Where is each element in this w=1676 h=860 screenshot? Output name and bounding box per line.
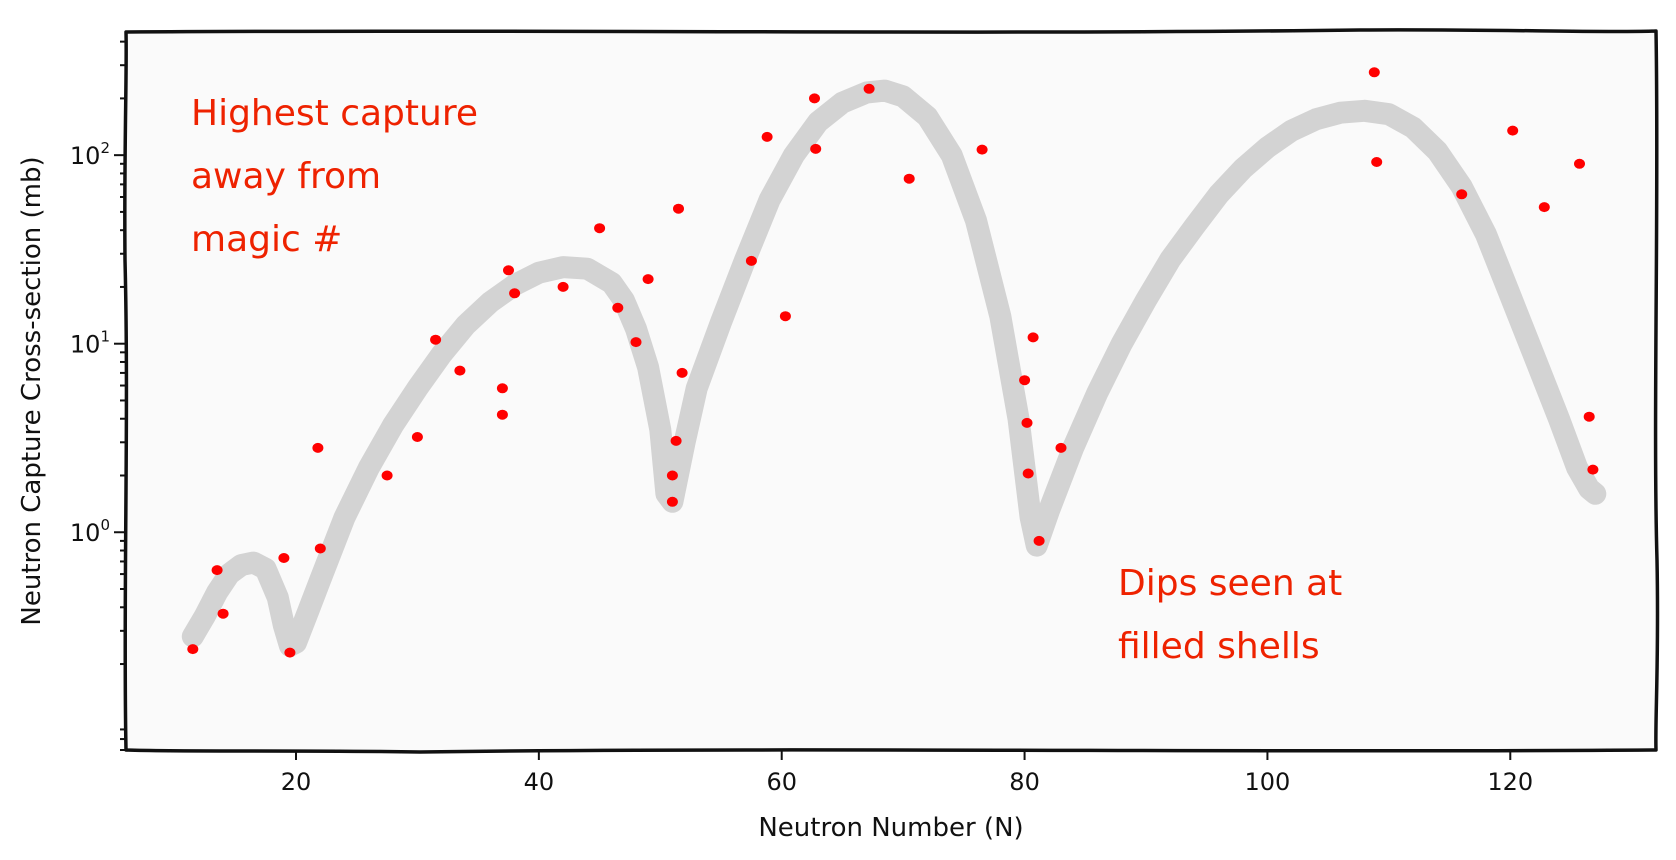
x-tick-label: 100 [1245, 768, 1291, 796]
data-point [630, 337, 642, 348]
data-point [496, 409, 508, 420]
data-point [211, 565, 223, 576]
data-point [430, 334, 442, 345]
data-points-layer [187, 67, 1599, 658]
data-point [1021, 417, 1033, 428]
data-point [810, 143, 822, 154]
annotation-highest-capture-line-3: magic # [191, 219, 342, 260]
data-point [284, 647, 296, 658]
data-point [312, 442, 324, 453]
data-point [496, 383, 508, 394]
data-point [217, 608, 229, 619]
x-tick-label: 40 [524, 768, 555, 796]
data-point [1507, 125, 1519, 136]
y-axis-ticks: 100 101 102 [70, 40, 126, 751]
data-point [761, 131, 773, 142]
y-axis-title: Neutron Capture Cross-section (mb) [17, 156, 47, 625]
data-point [612, 302, 624, 313]
trend-curve [181, 79, 1607, 657]
data-point [278, 553, 290, 563]
data-point [1587, 464, 1599, 475]
data-point [1538, 202, 1550, 213]
x-tick-label: 80 [1009, 768, 1040, 796]
data-point [779, 311, 791, 322]
data-point [594, 223, 606, 234]
annotation-dips-line-1: Dips seen at [1118, 563, 1342, 604]
y-tick-label: 101 [70, 328, 110, 359]
data-point [503, 265, 514, 276]
x-tick-label: 20 [281, 768, 312, 796]
data-point [670, 435, 682, 446]
data-point [381, 470, 393, 481]
data-point [666, 470, 678, 481]
data-point [1368, 67, 1380, 78]
data-point [1022, 468, 1034, 479]
data-point [557, 281, 569, 292]
data-point [411, 432, 423, 442]
x-axis-title: Neutron Number (N) [758, 813, 1023, 843]
data-point [1371, 157, 1383, 167]
x-tick-label: 60 [766, 768, 797, 796]
data-point [1583, 411, 1595, 422]
data-point [863, 83, 875, 94]
x-axis-ticks: 20 40 60 80 100 120 [281, 750, 1533, 796]
data-point [745, 255, 757, 266]
x-tick-label: 120 [1487, 768, 1533, 796]
data-point [187, 644, 199, 655]
data-point [454, 365, 466, 376]
data-point [509, 288, 521, 299]
annotation-highest-capture: Highest capture away from magic # [191, 93, 478, 260]
data-point [314, 543, 326, 554]
data-point [1055, 442, 1067, 453]
data-point [976, 144, 988, 155]
y-tick-label: 100 [70, 516, 110, 547]
annotation-dips: Dips seen at filled shells [1118, 563, 1342, 667]
data-point [1033, 535, 1045, 546]
annotation-highest-capture-line-1: Highest capture [191, 93, 478, 134]
data-point [1019, 375, 1031, 386]
data-point [673, 203, 684, 214]
data-point [642, 274, 654, 285]
data-point [666, 496, 678, 507]
plot-area [126, 32, 1656, 750]
data-point [809, 93, 820, 104]
annotation-highest-capture-line-2: away from [191, 156, 381, 197]
data-point [1456, 189, 1468, 200]
trend-curve-layer [181, 79, 1607, 657]
data-point [1574, 158, 1585, 169]
data-point [903, 173, 915, 184]
y-tick-label: 102 [70, 139, 110, 170]
data-point [1027, 332, 1039, 343]
data-point [676, 367, 688, 378]
annotation-dips-line-2: filled shells [1118, 626, 1320, 667]
